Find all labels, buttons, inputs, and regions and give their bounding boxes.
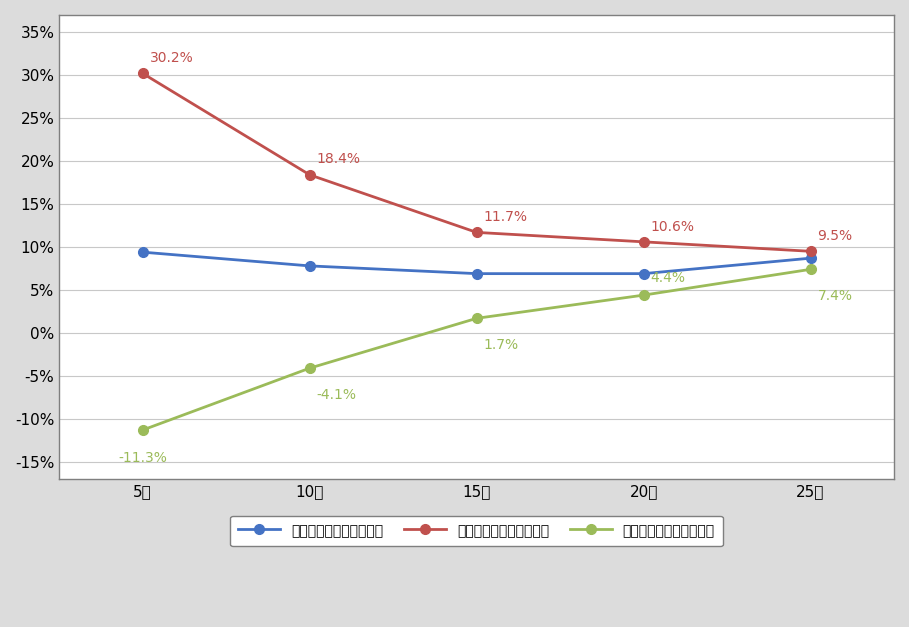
Line: 最大運用利回り（年率）: 最大運用利回り（年率） xyxy=(138,68,815,256)
Text: 18.4%: 18.4% xyxy=(316,152,361,167)
Text: 9.5%: 9.5% xyxy=(817,229,853,243)
平均運用利回り（年率） xyxy=(305,262,315,270)
Text: 30.2%: 30.2% xyxy=(150,51,194,65)
平均運用利回り（年率） xyxy=(471,270,482,277)
Text: 1.7%: 1.7% xyxy=(484,338,519,352)
最大運用利回り（年率） xyxy=(471,229,482,236)
Line: 平均運用利回り（年率）: 平均運用利回り（年率） xyxy=(138,247,815,278)
Legend: 平均運用利回り（年率）, 最大運用利回り（年率）, 最小運用利回り（年率）: 平均運用利回り（年率）, 最大運用利回り（年率）, 最小運用利回り（年率） xyxy=(230,515,724,546)
Text: -11.3%: -11.3% xyxy=(118,451,167,465)
Text: -4.1%: -4.1% xyxy=(316,387,356,402)
最小運用利回り（年率） xyxy=(471,315,482,322)
最小運用利回り（年率） xyxy=(305,364,315,372)
平均運用利回り（年率） xyxy=(805,255,816,262)
最大運用利回り（年率） xyxy=(137,70,148,77)
Line: 最小運用利回り（年率）: 最小運用利回り（年率） xyxy=(138,265,815,435)
Text: 4.4%: 4.4% xyxy=(651,271,685,285)
Text: 7.4%: 7.4% xyxy=(817,289,853,303)
最小運用利回り（年率） xyxy=(805,266,816,273)
Text: 11.7%: 11.7% xyxy=(484,210,527,224)
最小運用利回り（年率） xyxy=(638,292,649,299)
平均運用利回り（年率） xyxy=(137,248,148,256)
最大運用利回り（年率） xyxy=(638,238,649,246)
Text: 10.6%: 10.6% xyxy=(651,219,694,233)
最大運用利回り（年率） xyxy=(305,171,315,179)
最大運用利回り（年率） xyxy=(805,248,816,255)
平均運用利回り（年率） xyxy=(638,270,649,277)
最小運用利回り（年率） xyxy=(137,426,148,434)
